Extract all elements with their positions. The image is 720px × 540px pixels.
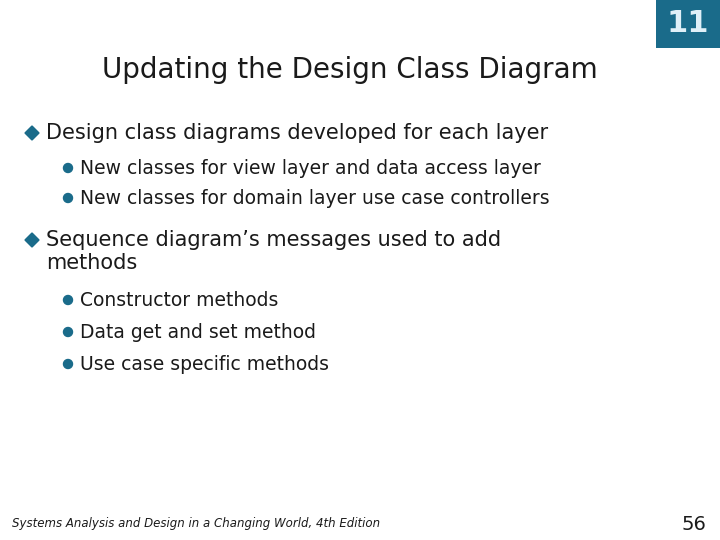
Text: Data get and set method: Data get and set method xyxy=(80,322,316,341)
Text: 11: 11 xyxy=(667,10,709,38)
Circle shape xyxy=(63,327,73,336)
Circle shape xyxy=(63,193,73,202)
Text: Use case specific methods: Use case specific methods xyxy=(80,354,329,374)
Text: Sequence diagram’s messages used to add: Sequence diagram’s messages used to add xyxy=(46,230,501,250)
Polygon shape xyxy=(25,233,39,247)
Polygon shape xyxy=(25,126,39,140)
Text: Updating the Design Class Diagram: Updating the Design Class Diagram xyxy=(102,56,598,84)
Circle shape xyxy=(63,295,73,305)
Text: New classes for view layer and data access layer: New classes for view layer and data acce… xyxy=(80,159,541,178)
Circle shape xyxy=(63,360,73,368)
Circle shape xyxy=(63,164,73,172)
Text: Systems Analysis and Design in a Changing World, 4th Edition: Systems Analysis and Design in a Changin… xyxy=(12,517,380,530)
FancyBboxPatch shape xyxy=(656,0,720,48)
Text: New classes for domain layer use case controllers: New classes for domain layer use case co… xyxy=(80,188,549,207)
Text: methods: methods xyxy=(46,253,138,273)
Text: Design class diagrams developed for each layer: Design class diagrams developed for each… xyxy=(46,123,548,143)
Text: Constructor methods: Constructor methods xyxy=(80,291,279,309)
Text: 56: 56 xyxy=(681,515,706,534)
